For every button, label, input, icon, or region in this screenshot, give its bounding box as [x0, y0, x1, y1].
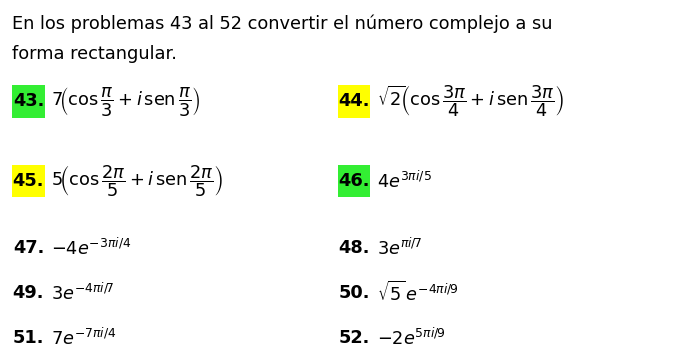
Text: $5\!\left(\cos\dfrac{2\pi}{5}+i\,\mathrm{sen}\,\dfrac{2\pi}{5}\right)$: $5\!\left(\cos\dfrac{2\pi}{5}+i\,\mathrm…: [51, 163, 224, 199]
Text: $-2e^{5\pi i/9}$: $-2e^{5\pi i/9}$: [377, 328, 445, 349]
Text: 45.: 45.: [13, 172, 44, 190]
Text: 50.: 50.: [339, 284, 370, 302]
Text: $-4e^{-3\pi i/4}$: $-4e^{-3\pi i/4}$: [51, 237, 132, 258]
FancyBboxPatch shape: [338, 165, 370, 197]
Text: 52.: 52.: [339, 329, 370, 348]
Text: 44.: 44.: [339, 92, 370, 110]
Text: $7\!\left(\cos\dfrac{\pi}{3}+i\,\mathrm{sen}\,\dfrac{\pi}{3}\right)$: $7\!\left(\cos\dfrac{\pi}{3}+i\,\mathrm{…: [51, 85, 201, 118]
Text: $\sqrt{5}\,e^{-4\pi i/9}$: $\sqrt{5}\,e^{-4\pi i/9}$: [377, 281, 459, 305]
Text: 51.: 51.: [13, 329, 44, 348]
Text: $7e^{-7\pi i/4}$: $7e^{-7\pi i/4}$: [51, 328, 117, 349]
Text: $\sqrt{2}\!\left(\cos\dfrac{3\pi}{4}+i\,\mathrm{sen}\,\dfrac{3\pi}{4}\right)$: $\sqrt{2}\!\left(\cos\dfrac{3\pi}{4}+i\,…: [377, 84, 564, 119]
FancyBboxPatch shape: [12, 85, 45, 118]
Text: 46.: 46.: [339, 172, 370, 190]
Text: 43.: 43.: [13, 92, 44, 110]
FancyBboxPatch shape: [12, 165, 45, 197]
Text: forma rectangular.: forma rectangular.: [12, 45, 177, 63]
Text: En los problemas 43 al 52 convertir el número complejo a su: En los problemas 43 al 52 convertir el n…: [12, 14, 553, 33]
Text: 48.: 48.: [339, 239, 370, 257]
Text: 49.: 49.: [13, 284, 44, 302]
FancyBboxPatch shape: [338, 85, 370, 118]
Text: $4e^{3\pi i/5}$: $4e^{3\pi i/5}$: [377, 171, 432, 191]
Text: $3e^{\pi i/7}$: $3e^{\pi i/7}$: [377, 237, 422, 258]
Text: 47.: 47.: [13, 239, 44, 257]
Text: $3e^{-4\pi i/7}$: $3e^{-4\pi i/7}$: [51, 283, 115, 304]
